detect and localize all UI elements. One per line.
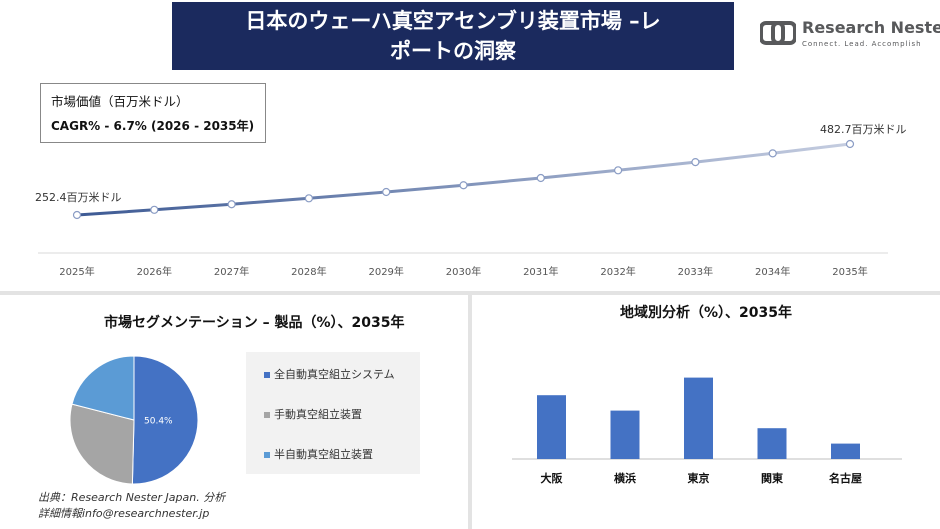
data-point [459,181,468,190]
data-point [150,205,159,214]
data-point [382,187,391,197]
x-tick-label: 2030年 [446,265,481,278]
research-nester-logo-icon [760,21,796,45]
pie-legend: 全自動真空組立システム 手動真空組立装置 半自動真空組立装置 [246,352,420,474]
x-tick-label: 2026年 [137,265,172,278]
region-chart-title: 地域別分析（%）、2035年 [620,305,792,321]
legend-label-semi-auto: 半自動真空組立装置 [274,448,373,461]
bar [831,443,860,459]
x-tick-label: 2027年 [214,265,249,278]
legend-swatch [264,452,270,458]
data-point [845,139,855,149]
bar-category-label: 関東 [761,471,784,485]
cagr-label: CAGR% - 6.7% (2026 - 2035年) [51,119,255,133]
legend-item: 全自動真空組立システム [264,366,395,382]
start-value-label: 252.4百万米ドル [35,191,122,204]
data-point [304,194,313,203]
source-note: 出典：Research Nester Japan. 分析 詳細情報info@re… [38,490,225,522]
pie-slice [71,355,135,421]
segmentation-title: 市場セグメンテーション – 製品（%）、2035年 [104,315,405,331]
pie-slice [69,403,135,485]
bar-category-label: 東京 [688,471,710,485]
market-info-box: 市場価値（百万米ドル） CAGR% - 6.7% (2026 - 2035年) [40,83,266,143]
bar-category-label: 大阪 [541,471,564,485]
product-segmentation-pie-chart: 50.4% [69,355,199,485]
report-title-line1: 日本のウェーハ真空アセンブリ装置市場 –レ [245,9,661,33]
bar [537,395,566,459]
report-title-line2: ポートの洞察 [390,39,516,63]
brand-logo: Research Nester Connect. Lead. Accomplis… [760,18,940,54]
end-value-label: 482.7百万米ドル [820,123,907,136]
market-value-label: 市場価値（百万米ドル） [51,94,189,109]
x-tick-label: 2035年 [832,265,867,278]
x-tick-label: 2025年 [59,265,94,278]
x-tick-label: 2033年 [678,265,713,278]
data-point [613,166,623,175]
legend-label-manual: 手動真空組立装置 [274,408,362,421]
pie-slice [131,355,199,485]
legend-label-full-auto: 全自動真空組立システム [274,368,395,381]
brand-tagline: Connect. Lead. Accomplish [802,40,922,48]
section-divider-horizontal [0,291,940,295]
x-tick-label: 2032年 [600,265,635,278]
legend-swatch [264,412,270,418]
data-point [227,200,236,209]
bar-category-label: 名古屋 [829,471,862,485]
x-tick-label: 2031年 [523,265,558,278]
legend-item: 半自動真空組立装置 [264,446,373,462]
source-line1: 出典：Research Nester Japan. 分析 [38,491,226,504]
data-point [72,210,82,220]
region-bar-chart: 大阪 横浜 東京 関東 名古屋 [512,377,902,485]
bar [757,428,787,459]
x-tick-label: 2029年 [368,265,403,278]
legend-item: 手動真空組立装置 [264,406,362,422]
pie-slice-label: 50.4% [144,416,173,426]
market-value-line-chart: 2025年 2026年 2027年 2028年 2029年 2030年 2031年 2032年… [35,123,907,278]
bar-category-label: 横浜 [614,471,636,485]
x-tick-label: 2028年 [291,265,326,278]
bar [610,410,640,459]
legend-swatch [264,372,270,378]
brand-name: Research Nester [802,18,940,37]
data-point [768,149,777,158]
section-divider-vertical [468,295,472,529]
data-point [691,157,700,167]
data-point [536,173,545,183]
source-line2: 詳細情報info@researchnester.jp [38,507,210,520]
x-tick-label: 2034年 [755,265,790,278]
report-title: 日本のウェーハ真空アセンブリ装置市場 –レ ポートの洞察 [172,2,734,70]
series-line [76,142,851,217]
bar [684,377,713,459]
